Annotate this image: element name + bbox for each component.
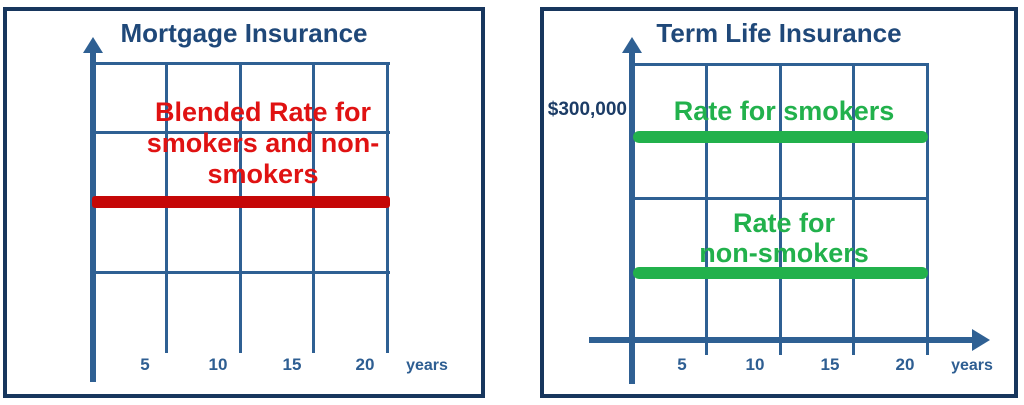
x-tick-20: 20 <box>895 355 915 374</box>
x-tick-15: 15 <box>820 355 840 374</box>
x-tick-10: 10 <box>208 355 228 374</box>
x-tick-15: 15 <box>282 355 302 374</box>
arrow-right-icon <box>972 329 990 351</box>
gridline-vertical <box>926 63 929 355</box>
x-unit-label: years <box>951 357 993 374</box>
blended-rate-annotation: Blended Rate for smokers and non- smoker… <box>146 97 380 189</box>
gridline-vertical <box>779 63 782 355</box>
smokers-rate-annotation: Rate for smokers <box>673 96 895 126</box>
non-smokers-rate-annotation: Rate for non-smokers <box>699 208 869 268</box>
x-tick-20: 20 <box>355 355 375 374</box>
arrow-up-icon <box>622 37 642 53</box>
y-axis <box>90 50 96 382</box>
gridline-vertical <box>852 63 855 355</box>
smokers-rate-line <box>633 131 928 143</box>
mortgage-insurance-panel: Mortgage Insurance Blended Rate for smok… <box>3 7 485 398</box>
mortgage-panel-title: Mortgage Insurance <box>120 18 368 48</box>
x-unit-label: years <box>406 357 448 374</box>
term-life-insurance-panel: Term Life Insurance $300,000 Rate for sm… <box>540 7 1018 398</box>
term-life-panel-title: Term Life Insurance <box>656 18 902 48</box>
arrow-up-icon <box>83 37 103 53</box>
x-axis <box>589 337 973 343</box>
non-smokers-rate-line <box>633 267 928 279</box>
blended-rate-line <box>92 196 390 208</box>
coverage-amount-label: $300,000 <box>547 99 627 120</box>
x-tick-5: 5 <box>677 355 687 374</box>
x-tick-5: 5 <box>140 355 150 374</box>
gridline-vertical <box>705 63 708 355</box>
y-axis <box>629 50 635 384</box>
x-tick-10: 10 <box>745 355 765 374</box>
